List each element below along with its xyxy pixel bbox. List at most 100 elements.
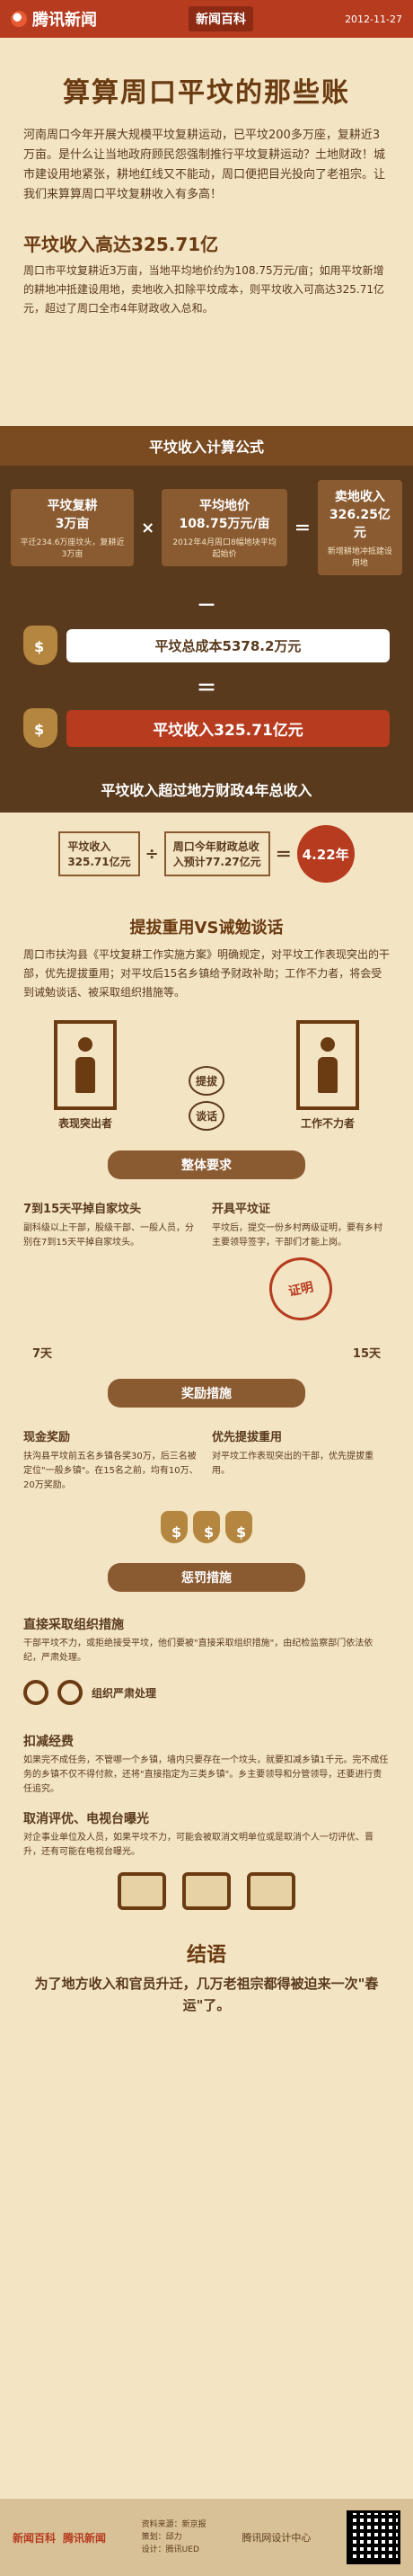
compare-fiscal: 周口今年财政总收 入预计77.27亿元 xyxy=(163,831,270,876)
down-badge: 谈话 xyxy=(188,1101,224,1131)
tv-row xyxy=(0,1860,413,1923)
minus-op: － xyxy=(196,595,216,617)
formula-land-value: 卖地收入 326.25亿元 xyxy=(329,490,391,540)
reward-right-text: 对平坟工作表现突出的干部，优先提拔重用。 xyxy=(212,1452,373,1476)
section-text-income: 周口市平坟复耕近3万亩，当地平均地价约为108.75万元/亩；如用平坟新增的耕地… xyxy=(23,264,384,315)
promo-illustration: 表现突出者 提拔 谈话 工作不力者 xyxy=(0,1002,413,1140)
punish-p2: 如果完不成任务，不管哪一个乡镇，墙内只要存在一个坟头，就要扣减乡镇1千元。完不成… xyxy=(23,1755,389,1794)
income-row: 平坟收入325.71亿元 xyxy=(0,701,413,766)
result-badge: 4.22年 xyxy=(296,825,355,883)
head-icon xyxy=(320,1037,335,1052)
head-icon xyxy=(77,1037,92,1052)
money-bag-icon xyxy=(225,1511,252,1543)
req-left-text: 副科级以上干部，股级干部、一般人员，分别在7到15天平掉自家坟头。 xyxy=(23,1223,194,1248)
req-left-heading: 7到15天平掉自家坟头 xyxy=(23,1203,142,1216)
conclusion-text: 为了地方收入和官员升迁，几万老祖宗都得被迫来一次"春运"了。 xyxy=(34,1976,379,2013)
bags-row xyxy=(0,1502,413,1552)
equals-op-3: ＝ xyxy=(275,846,292,865)
promo-heading: 提拔重用VS诫勉谈话 xyxy=(129,919,284,937)
stamp-icon: 证明 xyxy=(263,1251,338,1327)
formula-box-land: 卖地收入 326.25亿元 新增耕地冲抵建设用地 xyxy=(317,480,402,575)
tv-icon xyxy=(182,1872,231,1910)
formula-land-sub: 新增耕地冲抵建设用地 xyxy=(327,547,392,568)
intro: 河南周口今年开展大规模平坟复耕运动，已平坟200多万座，复耕近3万亩。是什么让当… xyxy=(23,129,386,201)
footer-logos: 新闻百科 腾讯新闻 xyxy=(13,2530,106,2545)
formula-area-sub: 平迁234.6万座坟头，复耕近3万亩 xyxy=(20,538,125,559)
torso-icon xyxy=(75,1057,95,1093)
ue-label: 腾讯网设计中心 xyxy=(242,2532,312,2544)
compare-title: 平坟收入超过地方财政4年总收入 xyxy=(0,766,413,813)
req-right-heading: 开具平坟证 xyxy=(212,1203,271,1216)
punish-strip: 惩罚措施 xyxy=(108,1563,305,1592)
formula-row: 平坟复耕 3万亩 平迁234.6万座坟头，复耕近3万亩 × 平均地价 108.7… xyxy=(0,466,413,590)
punish-p3: 对企事业单位及人员，如果平坟不力，可能会被取消文明单位或是取消个人一切评优、晋升… xyxy=(23,1833,373,1857)
divide-op: ÷ xyxy=(145,844,159,864)
section-heading-income: 平坟收入高达325.71亿 xyxy=(23,234,219,255)
promo-text: 周口市扶沟县《平坟复耕工作实施方案》明确规定，对平坟工作表现突出的干部，优先提拔… xyxy=(23,948,391,999)
brand[interactable]: 腾讯新闻 xyxy=(11,7,97,31)
req-strip: 整体要求 xyxy=(108,1150,305,1179)
req-right-text: 平坟后，提交一份乡村两级证明，要有乡村主要领导签字，干部们才能上岗。 xyxy=(212,1223,382,1248)
punish-h2: 扣减经费 xyxy=(23,1735,74,1749)
person-left: 表现突出者 xyxy=(53,1020,117,1131)
formula-box-price: 平均地价 108.75万元/亩 2012年4月周口8幅地块平均起始价 xyxy=(162,489,287,566)
req-right: 开具平坟证 平坟后，提交一份乡村两级证明，要有乡村主要领导签字，干部们才能上岗。… xyxy=(212,1199,390,1328)
req-cols: 7到15天平掉自家坟头 副科级以上干部，股级干部、一般人员，分别在7到15天平掉… xyxy=(0,1190,413,1337)
formula-ribbon: 平坟收入计算公式 xyxy=(0,426,413,466)
reward-right: 优先提拔重用 对平坟工作表现突出的干部，优先提拔重用。 xyxy=(212,1427,390,1493)
cuff-label: 组织严肃处理 xyxy=(92,1686,157,1700)
punish-h1: 直接采取组织措施 xyxy=(23,1618,124,1632)
brand-logo-icon xyxy=(11,11,27,27)
door-icon xyxy=(53,1020,117,1110)
money-bag-icon xyxy=(23,708,57,748)
footer: 新闻百科 腾讯新闻 资料来源：新京报 策划：邱力 设计：腾讯UED 腾讯网设计中… xyxy=(0,2499,413,2576)
reward-left-text: 扶沟县平坟前五名乡镇各奖30万，后三名被定位"一般乡镇"。在15名之前，均有10… xyxy=(23,1452,198,1490)
handcuff-icon xyxy=(57,1680,83,1705)
brand-label: 腾讯新闻 xyxy=(32,11,97,30)
formula-price-value: 平均地价 108.75万元/亩 xyxy=(179,499,270,531)
logo-news[interactable]: 腾讯新闻 xyxy=(63,2531,107,2545)
reward-right-heading: 优先提拔重用 xyxy=(212,1431,283,1444)
day-7: 7天 xyxy=(32,1347,53,1361)
money-bag-icon xyxy=(23,626,57,665)
equals-op: ＝ xyxy=(294,520,311,538)
formula-band: 平坟收入计算公式 平坟复耕 3万亩 平迁234.6万座坟头，复耕近3万亩 × 平… xyxy=(0,426,413,766)
day-15: 15天 xyxy=(352,1347,381,1361)
conclusion-heading: 结语 xyxy=(186,1944,226,1967)
qr-code-icon xyxy=(346,2510,400,2564)
page-title: 算算周口平坟的那些账 xyxy=(63,77,350,109)
tv-icon xyxy=(118,1872,166,1910)
label-underperforming: 工作不力者 xyxy=(300,1117,355,1130)
reward-left: 现金奖励 扶沟县平坟前五名乡镇各奖30万，后三名被定位"一般乡镇"。在15名之前… xyxy=(23,1427,201,1493)
torso-icon xyxy=(317,1057,338,1093)
compare-row: 平坟收入 325.71亿元 ÷ 周口今年财政总收 入预计77.27亿元 ＝ 4.… xyxy=(0,813,413,895)
reward-strip: 奖励措施 xyxy=(108,1379,305,1408)
money-bag-icon xyxy=(193,1511,220,1543)
cuff-row: 组织严肃处理 xyxy=(0,1666,413,1719)
up-badge: 提拔 xyxy=(188,1066,224,1096)
formula-box-area: 平坟复耕 3万亩 平迁234.6万座坟头，复耕近3万亩 xyxy=(11,489,135,566)
punish-p1: 干部平坟不力，或拒绝接受平坟，他们要被"直接采取组织措施"，由纪检监察部门依法依… xyxy=(23,1639,373,1663)
section-tag[interactable]: 新闻百科 xyxy=(189,6,254,31)
excavator-illustration xyxy=(0,318,413,426)
logo-baike[interactable]: 新闻百科 xyxy=(13,2531,57,2545)
cost-pill: 平坟总成本5378.2万元 xyxy=(66,628,390,662)
credits: 资料来源：新京报 策划：邱力 设计：腾讯UED xyxy=(141,2520,206,2554)
formula-area-value: 平坟复耕 3万亩 xyxy=(47,499,98,531)
compare-income: 平坟收入 325.71亿元 xyxy=(58,831,140,876)
person-right: 工作不力者 xyxy=(295,1020,359,1131)
tv-icon xyxy=(247,1872,295,1910)
door-icon xyxy=(295,1020,359,1110)
day-scale: 7天 15天 xyxy=(0,1337,413,1368)
title-wrap: 算算周口平坟的那些账 xyxy=(0,38,413,126)
cost-row: 平坟总成本5378.2万元 xyxy=(0,618,413,672)
income-pill: 平坟收入325.71亿元 xyxy=(66,709,390,747)
formula-price-sub: 2012年4月周口8幅地块平均起始价 xyxy=(172,538,277,559)
top-bar: 腾讯新闻 新闻百科 2012-11-27 xyxy=(0,0,413,38)
reward-cols: 现金奖励 扶沟县平坟前五名乡镇各奖30万，后三名被定位"一般乡镇"。在15名之前… xyxy=(0,1418,413,1502)
times-op: × xyxy=(141,518,155,537)
req-left: 7到15天平掉自家坟头 副科级以上干部，股级干部、一般人员，分别在7到15天平掉… xyxy=(23,1199,201,1328)
handcuff-icon xyxy=(23,1680,48,1705)
promo-arrows: 提拔 谈话 xyxy=(188,1066,224,1131)
